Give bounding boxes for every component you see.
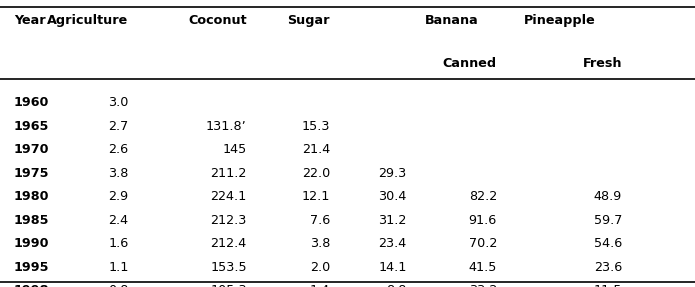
Text: 211.2: 211.2 — [211, 167, 247, 180]
Text: 15.3: 15.3 — [302, 120, 330, 133]
Text: Banana: Banana — [425, 14, 479, 27]
Text: 2.9: 2.9 — [108, 190, 129, 203]
Text: 41.5: 41.5 — [468, 261, 497, 274]
Text: 1.1: 1.1 — [108, 261, 129, 274]
Text: 59.7: 59.7 — [594, 214, 622, 227]
Text: Coconut: Coconut — [188, 14, 247, 27]
Text: 212.4: 212.4 — [211, 237, 247, 250]
Text: 11.5: 11.5 — [594, 284, 622, 287]
Text: Agriculture: Agriculture — [47, 14, 129, 27]
Text: 8.8: 8.8 — [386, 284, 407, 287]
Text: 1985: 1985 — [14, 214, 49, 227]
Text: 224.1: 224.1 — [211, 190, 247, 203]
Text: 1998: 1998 — [14, 284, 49, 287]
Text: 82.2: 82.2 — [468, 190, 497, 203]
Text: 22.0: 22.0 — [302, 167, 330, 180]
Text: 3.8: 3.8 — [108, 167, 129, 180]
Text: 1980: 1980 — [14, 190, 49, 203]
Text: 1970: 1970 — [14, 143, 49, 156]
Text: 2.6: 2.6 — [108, 143, 129, 156]
Text: 153.5: 153.5 — [210, 261, 247, 274]
Text: 12.1: 12.1 — [302, 190, 330, 203]
Text: 21.4: 21.4 — [302, 143, 330, 156]
Text: 3.8: 3.8 — [310, 237, 330, 250]
Text: Fresh: Fresh — [582, 57, 622, 70]
Text: 33.2: 33.2 — [468, 284, 497, 287]
Text: 2.4: 2.4 — [108, 214, 129, 227]
Text: Pineapple: Pineapple — [523, 14, 596, 27]
Text: 2.7: 2.7 — [108, 120, 129, 133]
Text: 1990: 1990 — [14, 237, 49, 250]
Text: 145: 145 — [222, 143, 247, 156]
Text: 29.3: 29.3 — [378, 167, 407, 180]
Text: 1.6: 1.6 — [108, 237, 129, 250]
Text: 14.1: 14.1 — [378, 261, 407, 274]
Text: Year: Year — [14, 14, 46, 27]
Text: 31.2: 31.2 — [378, 214, 407, 227]
Text: 1.4: 1.4 — [310, 284, 330, 287]
Text: Sugar: Sugar — [288, 14, 330, 27]
Text: 30.4: 30.4 — [378, 190, 407, 203]
Text: Canned: Canned — [443, 57, 497, 70]
Text: 1960: 1960 — [14, 96, 49, 109]
Text: 1995: 1995 — [14, 261, 49, 274]
Text: 1965: 1965 — [14, 120, 49, 133]
Text: 3.0: 3.0 — [108, 96, 129, 109]
Text: 2.0: 2.0 — [310, 261, 330, 274]
Text: 23.6: 23.6 — [594, 261, 622, 274]
Text: 7.6: 7.6 — [310, 214, 330, 227]
Text: 1975: 1975 — [14, 167, 49, 180]
Text: 0.8: 0.8 — [108, 284, 129, 287]
Text: 91.6: 91.6 — [468, 214, 497, 227]
Text: 131.8ʼ: 131.8ʼ — [206, 120, 247, 133]
Text: 105.3: 105.3 — [210, 284, 247, 287]
Text: 54.6: 54.6 — [594, 237, 622, 250]
Text: 48.9: 48.9 — [594, 190, 622, 203]
Text: 212.3: 212.3 — [211, 214, 247, 227]
Text: 70.2: 70.2 — [468, 237, 497, 250]
Text: 23.4: 23.4 — [378, 237, 407, 250]
